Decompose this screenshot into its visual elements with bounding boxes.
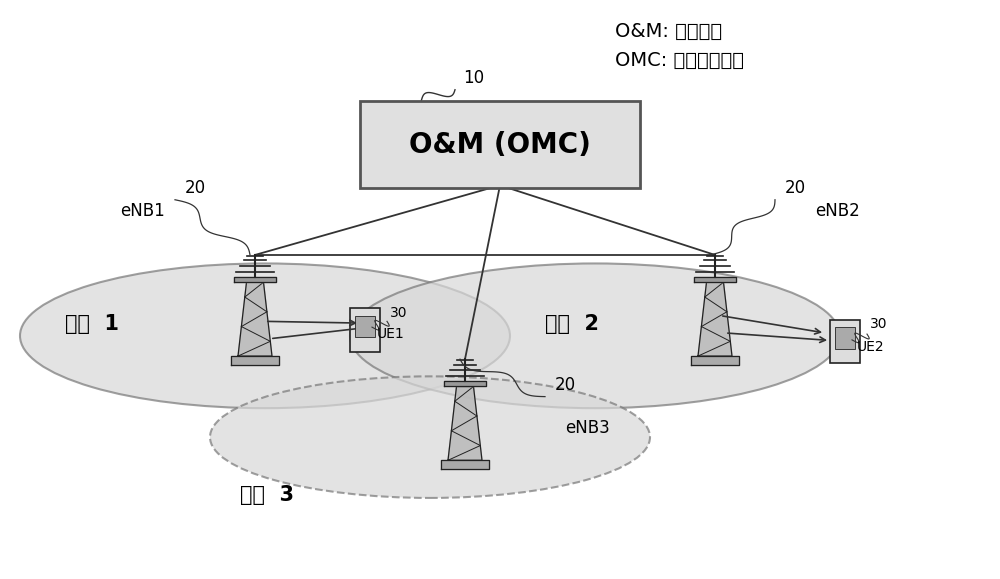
Text: 20: 20 — [555, 376, 576, 394]
Polygon shape — [691, 356, 739, 365]
Text: 30: 30 — [870, 317, 888, 331]
Text: 小区  2: 小区 2 — [545, 314, 599, 334]
Text: O&M: 操作维护: O&M: 操作维护 — [615, 23, 722, 41]
Text: 20: 20 — [185, 179, 206, 197]
Polygon shape — [234, 277, 276, 283]
Bar — [355, 316, 375, 338]
Polygon shape — [444, 382, 486, 387]
Text: UE1: UE1 — [377, 327, 405, 341]
Text: eNB2: eNB2 — [815, 202, 860, 221]
Text: 小区  1: 小区 1 — [65, 314, 119, 334]
Ellipse shape — [350, 263, 840, 408]
Text: eNB3: eNB3 — [565, 419, 610, 438]
Ellipse shape — [20, 263, 510, 408]
Ellipse shape — [210, 376, 650, 498]
Polygon shape — [694, 277, 736, 283]
Polygon shape — [698, 283, 732, 356]
Polygon shape — [231, 356, 279, 365]
FancyBboxPatch shape — [360, 101, 640, 188]
Text: UE2: UE2 — [857, 340, 885, 354]
Text: eNB1: eNB1 — [120, 202, 165, 221]
Text: 20: 20 — [785, 179, 806, 197]
Bar — [835, 327, 855, 349]
Bar — [350, 308, 380, 351]
Text: O&M (OMC): O&M (OMC) — [409, 131, 591, 159]
Polygon shape — [448, 387, 482, 460]
Text: 30: 30 — [390, 306, 408, 320]
Polygon shape — [238, 283, 272, 356]
Text: 10: 10 — [463, 69, 484, 87]
Polygon shape — [441, 460, 489, 469]
Text: 小区  3: 小区 3 — [240, 485, 294, 505]
Bar — [830, 320, 860, 364]
Text: OMC: 操作维护中心: OMC: 操作维护中心 — [615, 52, 744, 70]
